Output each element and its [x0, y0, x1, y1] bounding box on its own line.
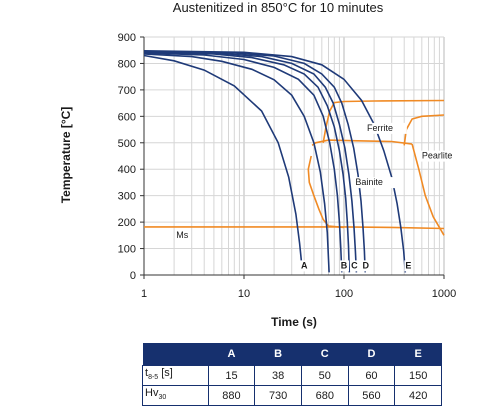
curve-label-bg	[361, 260, 371, 272]
table-cell: 15	[207, 364, 256, 387]
curve-label-bg	[340, 260, 349, 272]
y-tick-label: 500	[118, 138, 136, 150]
curve-label-a: A	[301, 260, 308, 270]
table-header-row: A B C D E	[142, 343, 442, 366]
table-row: t8-5 [s] 15 38 50 60 150	[142, 364, 442, 387]
transformation-line-ferrite-start	[322, 99, 445, 143]
y-tick-label: 400	[118, 164, 136, 176]
table-cell: 880	[207, 385, 256, 407]
annotation-bg	[353, 177, 396, 189]
y-tick-label: 600	[118, 111, 136, 123]
table-cell: 60	[347, 364, 396, 387]
y-tick-label: 200	[118, 217, 136, 229]
table-col-c: C	[301, 343, 349, 366]
table-cell: 560	[347, 385, 396, 407]
y-tick-label: 0	[130, 270, 136, 282]
axes	[140, 36, 445, 279]
y-tick-label: 900	[118, 32, 136, 44]
transformation-line-pearlite-finish	[411, 143, 445, 236]
transformation-line-ms-line	[144, 226, 445, 230]
annotation-bg	[419, 150, 468, 162]
y-tick-label: 100	[118, 244, 136, 256]
transformation-line-pearlite-start	[403, 114, 445, 146]
row-label-hv30: Hv30	[142, 385, 209, 407]
table-corner	[142, 343, 209, 366]
cooling-curve-d	[143, 50, 366, 273]
cooling-curve-a	[143, 53, 330, 273]
x-tick-label: 1000	[432, 288, 456, 300]
table-col-a: A	[208, 343, 255, 366]
table-col-d: D	[348, 343, 395, 366]
chart-title: Austenitized in 850°C for 10 minutes	[173, 0, 384, 15]
annotation-pearlite: Pearlite	[422, 151, 453, 161]
curve-label-bg	[350, 260, 360, 272]
table-cell: 150	[394, 364, 442, 387]
cooling-curve-unlabeled-0	[143, 54, 303, 268]
annotation-bg	[365, 122, 407, 134]
curve-label-bg	[404, 260, 414, 272]
annotation-ferrite: Ferrite	[367, 123, 393, 133]
table-cell: 50	[300, 364, 349, 387]
transformation-line-bainite-finish	[307, 155, 345, 229]
table-cell: 730	[254, 385, 302, 407]
y-tick-label: 700	[118, 85, 136, 97]
x-tick-label: 10	[238, 288, 250, 300]
cooling-curve-b	[143, 51, 351, 273]
curve-label-d: D	[362, 260, 369, 270]
annotation-bainite: Bainite	[355, 177, 383, 187]
cooling-curve-unlabeled-2	[143, 52, 343, 273]
x-axis-label: Time (s)	[271, 315, 317, 329]
curve-label-e: E	[405, 260, 411, 270]
annotations: Ferrite Pearlite Bainite Ms A B C D E	[176, 122, 468, 272]
tick-labels: 0 100 200 300 400 500 600 700 800 900 1 10 100 1000	[118, 32, 457, 300]
y-tick-label: 800	[118, 58, 136, 70]
annotation-ms: Ms	[176, 230, 188, 240]
transformation-line-bainite-start	[311, 139, 413, 147]
row-label-t85: t8-5 [s]	[142, 364, 209, 387]
cooling-table: A B C D E t8-5 [s] 15 38 50 60 150 Hv30 …	[142, 343, 442, 407]
table-cell: 420	[394, 385, 442, 407]
x-tick-label: 1	[141, 288, 147, 300]
curve-label-b: B	[341, 260, 348, 270]
y-axis-label: Temperature [°C]	[59, 107, 73, 204]
table-col-e: E	[394, 343, 442, 366]
cooling-curve-c	[143, 51, 358, 273]
y-tick-label: 300	[118, 191, 136, 203]
x-tick-label: 100	[335, 288, 353, 300]
table-row: Hv30 880 730 680 560 420	[142, 385, 442, 407]
curve-label-c: C	[351, 260, 358, 270]
grid	[143, 36, 445, 276]
curve-label-bg	[300, 260, 310, 272]
table-cell: 38	[254, 364, 302, 387]
table-cell: 680	[300, 385, 349, 407]
table-col-b: B	[254, 343, 302, 366]
